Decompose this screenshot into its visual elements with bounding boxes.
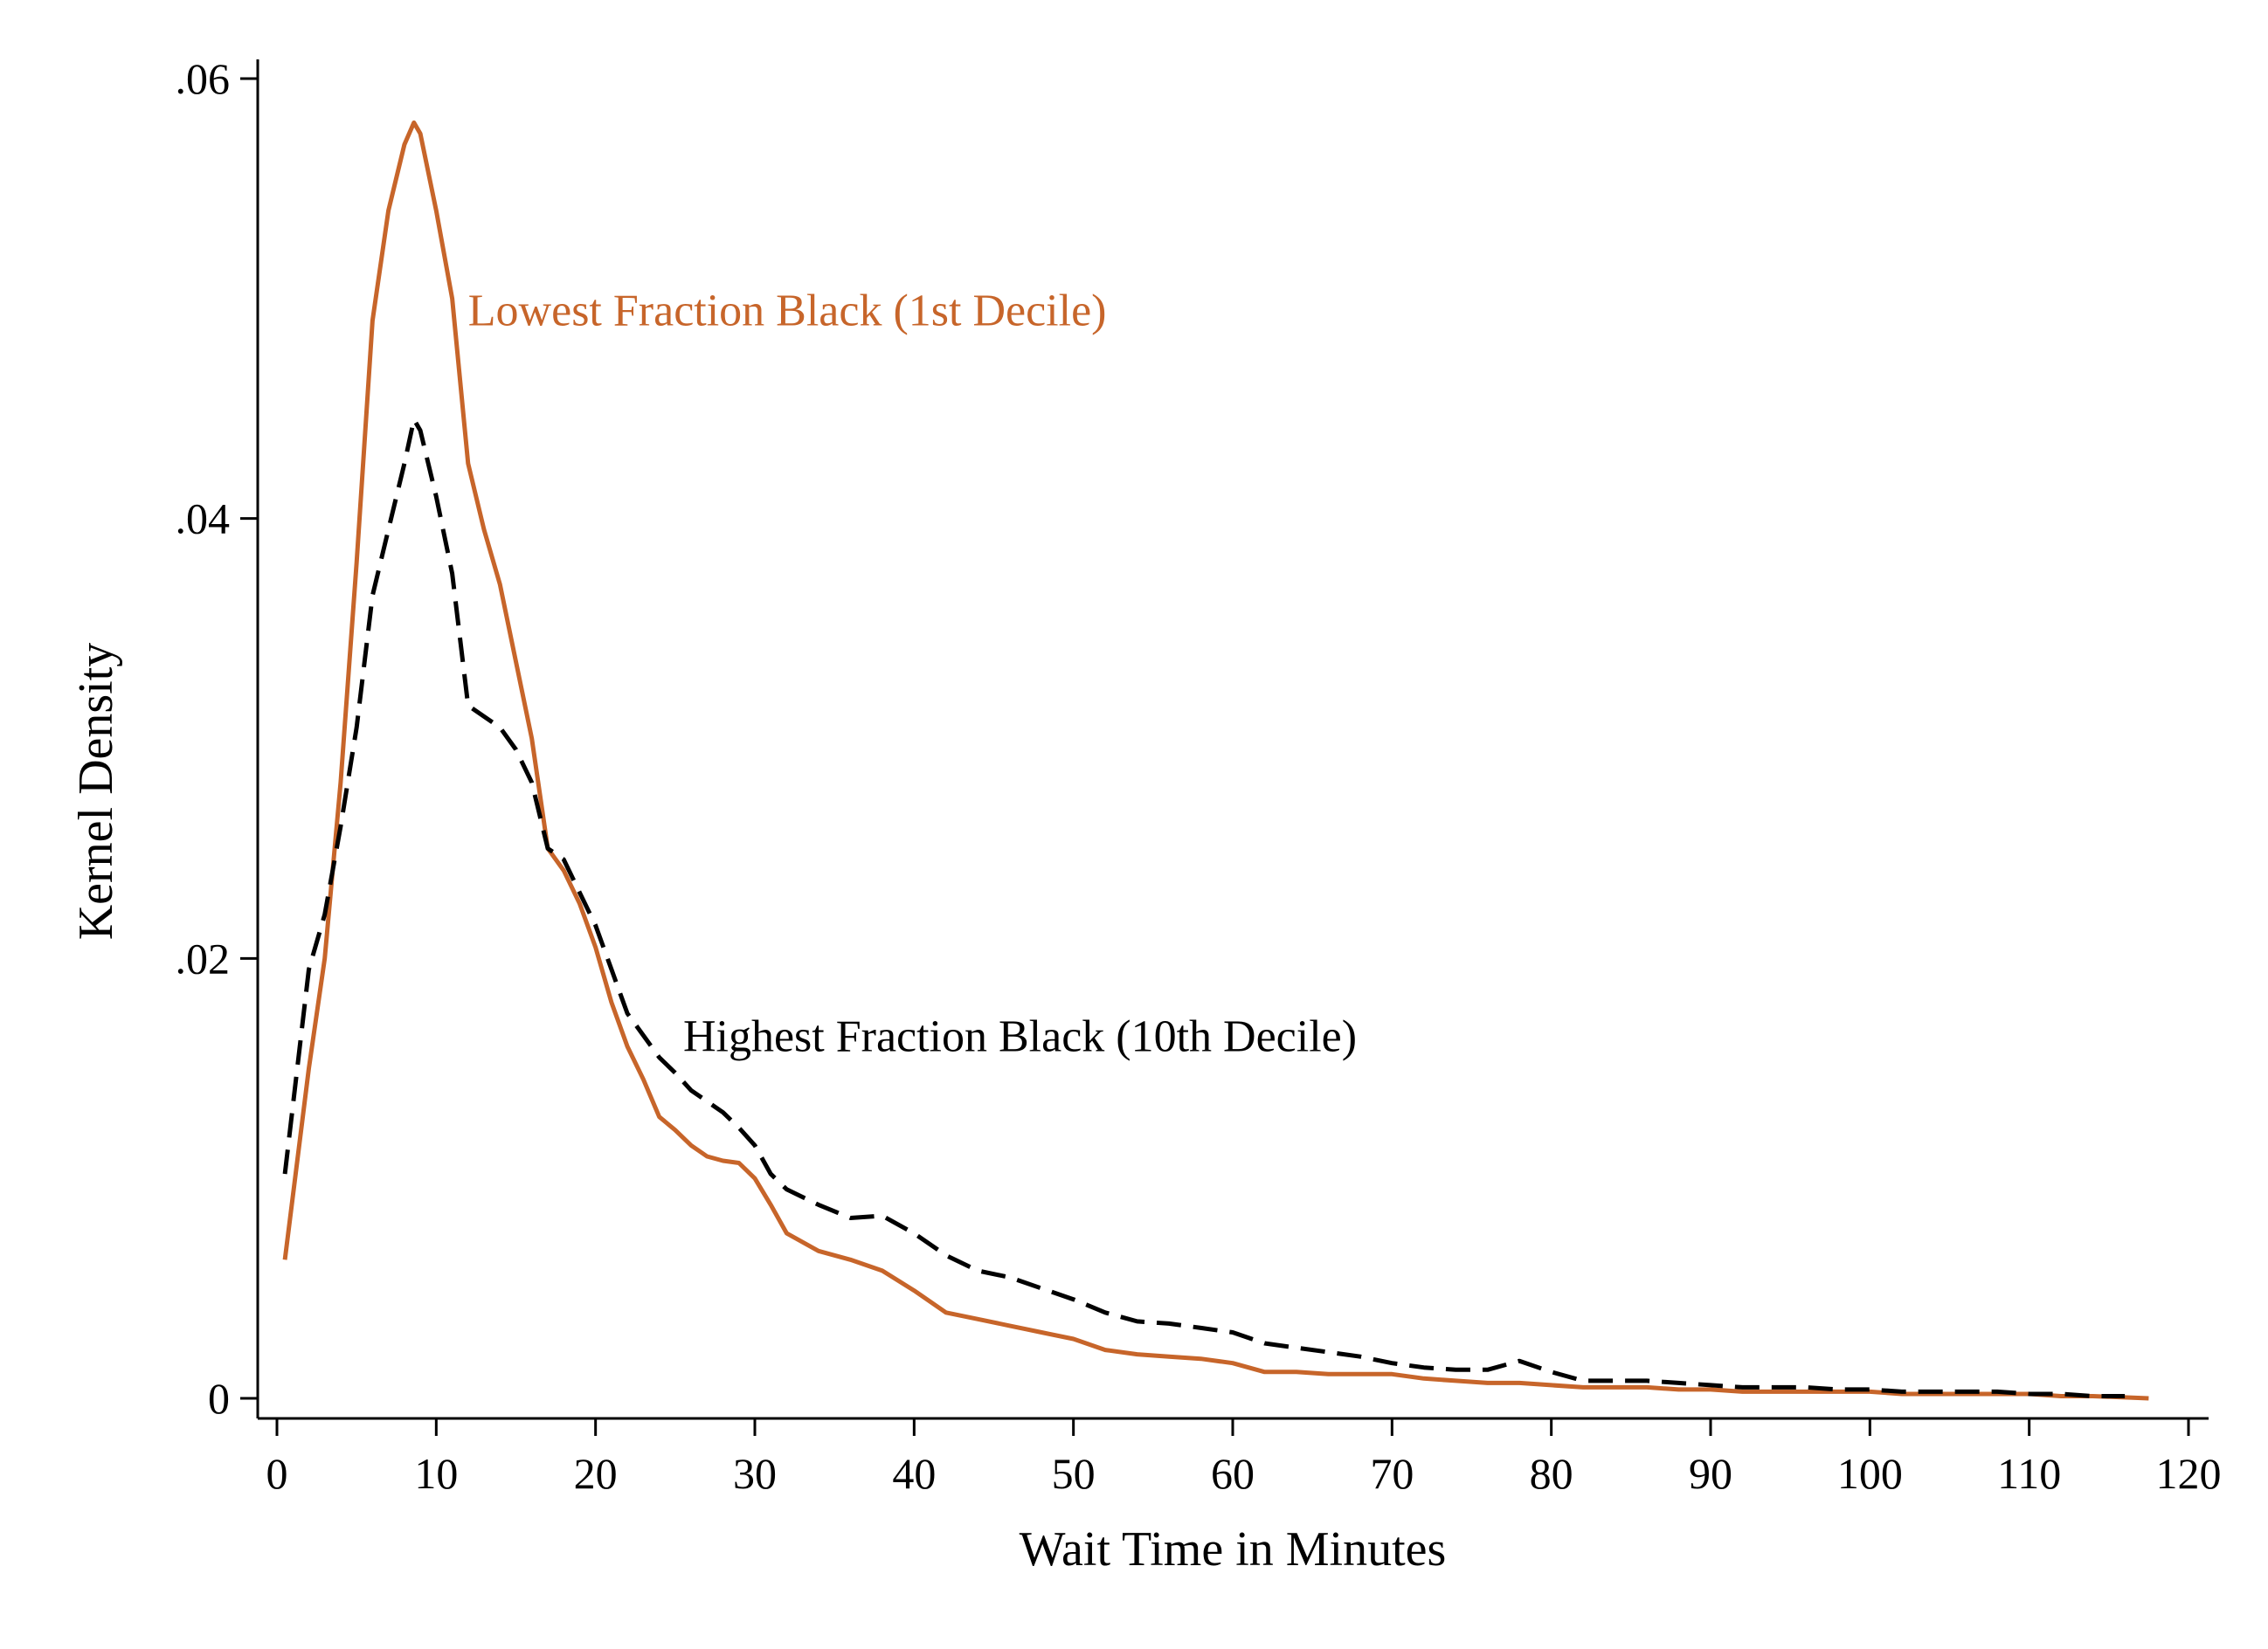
y-tick-label: .04 xyxy=(176,494,231,543)
series-layer xyxy=(282,120,2149,1401)
y-axis: 0 .02 .04 .06 xyxy=(176,54,259,1423)
x-tick-label: 70 xyxy=(1370,1449,1414,1498)
x-tick-label: 30 xyxy=(733,1449,777,1498)
x-tick-label: 10 xyxy=(414,1449,458,1498)
x-axis-title: Wait Time in Minutes xyxy=(1020,1522,1447,1577)
series-line-highest-decile xyxy=(282,417,2126,1398)
x-axis: 0 10 20 30 40 50 60 70 80 90 100 110 120 xyxy=(258,1417,2222,1498)
x-tick-label: 120 xyxy=(2156,1449,2222,1498)
y-tick-label: .02 xyxy=(176,934,231,983)
x-tick-label: 80 xyxy=(1530,1449,1573,1498)
x-tick-label: 20 xyxy=(574,1449,618,1498)
x-tick-label: 60 xyxy=(1211,1449,1255,1498)
x-tick-label: 90 xyxy=(1689,1449,1732,1498)
series-line-lowest-decile xyxy=(282,120,2149,1401)
annotation-highest-decile: Highest Fraction Black (10th Decile) xyxy=(683,1011,1357,1061)
y-tick-label: .06 xyxy=(176,54,231,103)
x-tick-label: 110 xyxy=(1997,1449,2061,1498)
x-tick-label: 40 xyxy=(892,1449,936,1498)
x-tick-label: 50 xyxy=(1052,1449,1096,1498)
x-tick-label: 100 xyxy=(1837,1449,1903,1498)
annotation-lowest-decile: Lowest Fraction Black (1st Decile) xyxy=(468,286,1107,335)
y-axis-title: Kernel Density xyxy=(69,643,123,941)
x-tick-label: 0 xyxy=(266,1449,288,1498)
annotation-layer: Lowest Fraction Black (1st Decile) Highes… xyxy=(468,286,1357,1061)
y-tick-label: 0 xyxy=(208,1374,230,1423)
